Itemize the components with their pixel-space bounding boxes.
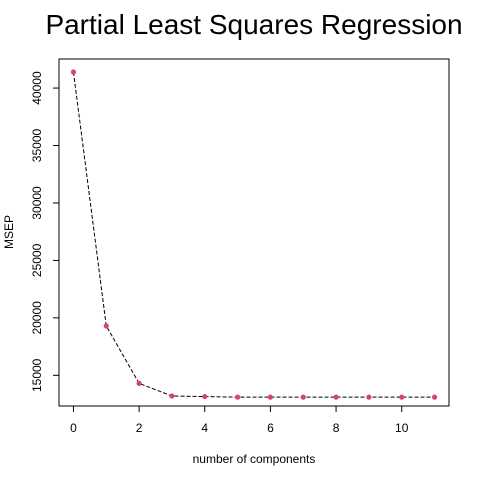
y-tick-label: 35000 bbox=[30, 129, 44, 163]
y-axis-label: MSEP bbox=[2, 215, 16, 249]
x-axis-label: number of components bbox=[193, 452, 316, 466]
data-point bbox=[399, 394, 405, 400]
y-tick-label: 25000 bbox=[30, 243, 44, 277]
x-tick-label: 8 bbox=[333, 421, 340, 435]
data-point bbox=[136, 380, 142, 386]
x-tick-label: 10 bbox=[395, 421, 409, 435]
msep-line bbox=[72, 71, 435, 398]
x-tick-label: 2 bbox=[136, 421, 143, 435]
x-axis: 0 2 4 6 8 10 bbox=[70, 406, 409, 435]
data-point bbox=[202, 393, 208, 400]
data-point bbox=[267, 394, 274, 400]
x-tick-label: 6 bbox=[267, 421, 274, 435]
data-point bbox=[103, 323, 109, 329]
y-tick-label: 30000 bbox=[30, 186, 44, 220]
series-layer bbox=[70, 69, 438, 400]
data-point bbox=[431, 394, 438, 400]
chart-title: Partial Least Squares Regression bbox=[45, 9, 462, 40]
y-axis: 15000 20000 25000 30000 35000 40000 bbox=[30, 71, 59, 392]
x-tick-label: 4 bbox=[201, 421, 208, 435]
data-point bbox=[300, 394, 306, 400]
y-tick-label: 20000 bbox=[30, 301, 44, 335]
y-tick-label: 40000 bbox=[30, 71, 44, 105]
data-point bbox=[234, 394, 241, 400]
y-tick-label: 15000 bbox=[30, 358, 44, 392]
data-point bbox=[70, 69, 77, 75]
data-point bbox=[169, 393, 175, 399]
data-point bbox=[366, 394, 372, 400]
x-tick-label: 0 bbox=[70, 421, 77, 435]
data-point bbox=[333, 394, 339, 400]
plot-frame bbox=[58, 58, 450, 407]
